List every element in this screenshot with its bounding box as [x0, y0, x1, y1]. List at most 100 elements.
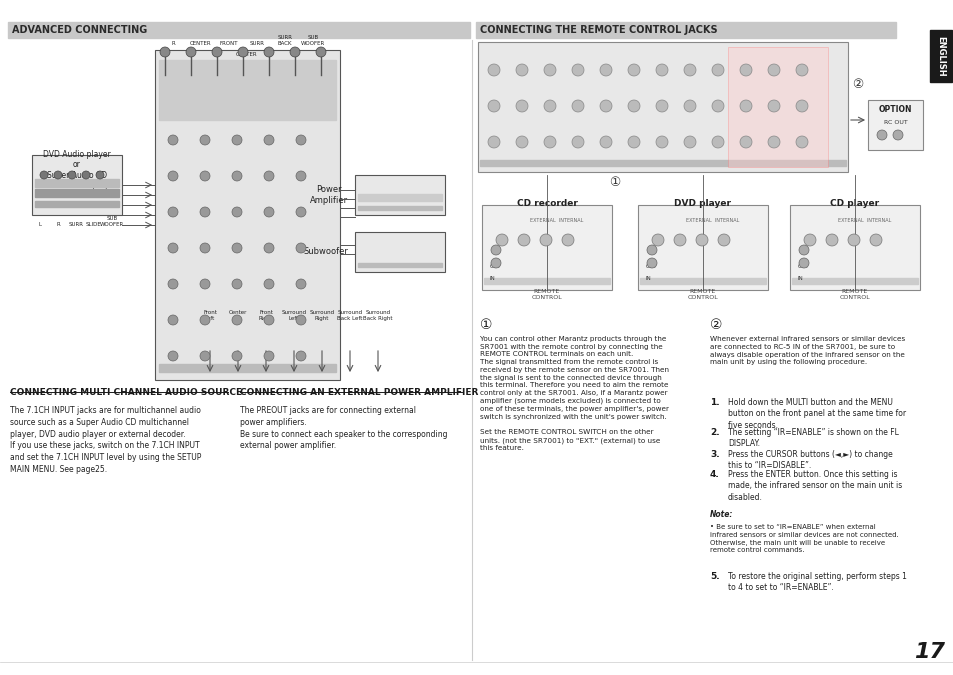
- Bar: [476, 22, 895, 38]
- Circle shape: [295, 243, 306, 253]
- Text: OUT: OUT: [490, 263, 501, 269]
- Text: ENGLISH: ENGLISH: [936, 36, 944, 76]
- Circle shape: [200, 315, 210, 325]
- Text: R: R: [56, 222, 60, 227]
- Circle shape: [491, 245, 500, 255]
- Circle shape: [496, 234, 507, 246]
- Circle shape: [516, 136, 527, 148]
- Circle shape: [68, 171, 76, 179]
- Text: CD recorder: CD recorder: [516, 199, 577, 208]
- Bar: [8, 22, 470, 38]
- Bar: [35, 201, 119, 207]
- Text: RC OUT: RC OUT: [882, 119, 906, 124]
- Text: ②: ②: [709, 318, 721, 332]
- Text: To restore the original setting, perform steps 1
to 4 to set to “IR=ENABLE”.: To restore the original setting, perform…: [727, 572, 906, 593]
- Text: CONNECTING MULTI CHANNEL AUDIO SOURCE: CONNECTING MULTI CHANNEL AUDIO SOURCE: [10, 388, 242, 397]
- Text: ADVANCED CONNECTING: ADVANCED CONNECTING: [12, 25, 147, 35]
- Circle shape: [599, 100, 612, 112]
- Circle shape: [767, 64, 780, 76]
- Circle shape: [237, 47, 248, 57]
- Text: CONNECTING AN EXTERNAL POWER AMPLIFIER: CONNECTING AN EXTERNAL POWER AMPLIFIER: [240, 388, 477, 397]
- Bar: [867, 100, 923, 150]
- Circle shape: [212, 47, 222, 57]
- Circle shape: [264, 47, 274, 57]
- Bar: [357, 194, 441, 201]
- Text: FRONT: FRONT: [219, 41, 238, 46]
- Circle shape: [264, 135, 274, 145]
- Text: REMOTE
CONTROL: REMOTE CONTROL: [531, 289, 561, 300]
- Circle shape: [488, 136, 499, 148]
- Circle shape: [264, 243, 274, 253]
- Circle shape: [160, 47, 170, 57]
- Text: SURR: SURR: [69, 222, 84, 227]
- Circle shape: [82, 171, 90, 179]
- Text: • Be sure to set to “IR=ENABLE” when external
infrared sensors or similar device: • Be sure to set to “IR=ENABLE” when ext…: [709, 524, 898, 554]
- Circle shape: [232, 135, 242, 145]
- Text: DVD Audio player
or
Super Audio CD
Multi channel player: DVD Audio player or Super Audio CD Multi…: [38, 150, 116, 190]
- Text: CENTER: CENTER: [190, 41, 212, 46]
- Text: CD player: CD player: [829, 199, 879, 208]
- Circle shape: [876, 130, 886, 140]
- Text: CONNECTING THE REMOTE CONTROL JACKS: CONNECTING THE REMOTE CONTROL JACKS: [479, 25, 717, 35]
- Text: DVD player: DVD player: [674, 199, 731, 208]
- Circle shape: [651, 234, 663, 246]
- Text: Note:: Note:: [709, 510, 733, 519]
- Text: ①: ①: [479, 318, 492, 332]
- Bar: [727, 47, 827, 167]
- Text: REMOTE
CONTROL: REMOTE CONTROL: [839, 289, 869, 300]
- Bar: [357, 206, 441, 210]
- Text: SURR: SURR: [250, 41, 264, 46]
- Bar: [35, 179, 119, 187]
- Circle shape: [656, 64, 667, 76]
- Circle shape: [696, 234, 707, 246]
- Circle shape: [795, 100, 807, 112]
- Bar: [159, 364, 335, 372]
- Circle shape: [168, 279, 178, 289]
- Circle shape: [516, 100, 527, 112]
- Circle shape: [290, 47, 299, 57]
- Circle shape: [200, 243, 210, 253]
- Text: Center: Center: [229, 310, 247, 315]
- Circle shape: [40, 171, 48, 179]
- Circle shape: [767, 100, 780, 112]
- Bar: [638, 205, 767, 290]
- Circle shape: [646, 258, 657, 268]
- Circle shape: [572, 100, 583, 112]
- Bar: [32, 155, 122, 215]
- Text: Power
Amplifier: Power Amplifier: [310, 186, 348, 205]
- Text: Hold down the MULTI button and the MENU
button on the front panel at the same ti: Hold down the MULTI button and the MENU …: [727, 398, 905, 430]
- Text: Press the ENTER button. Once this setting is
made, the infrared sensor on the ma: Press the ENTER button. Once this settin…: [727, 470, 902, 502]
- Circle shape: [295, 135, 306, 145]
- Bar: [929, 30, 951, 82]
- Bar: [355, 175, 444, 215]
- Circle shape: [264, 351, 274, 361]
- Circle shape: [683, 136, 696, 148]
- Circle shape: [543, 100, 556, 112]
- Bar: [639, 278, 765, 284]
- Text: L: L: [38, 222, 42, 227]
- Circle shape: [572, 136, 583, 148]
- Text: OUT: OUT: [645, 263, 657, 269]
- Text: SLIDE: SLIDE: [86, 222, 102, 227]
- Circle shape: [232, 171, 242, 181]
- Circle shape: [627, 100, 639, 112]
- Text: Surround
Left: Surround Left: [281, 310, 306, 321]
- Circle shape: [767, 136, 780, 148]
- Bar: [35, 189, 119, 197]
- Text: IN: IN: [797, 275, 803, 281]
- Circle shape: [488, 64, 499, 76]
- Text: Surround
Right: Surround Right: [309, 310, 335, 321]
- Circle shape: [168, 171, 178, 181]
- Circle shape: [599, 64, 612, 76]
- Circle shape: [264, 315, 274, 325]
- Text: SURR
BACK: SURR BACK: [277, 35, 293, 46]
- Bar: [477, 42, 847, 172]
- Circle shape: [168, 315, 178, 325]
- Circle shape: [599, 136, 612, 148]
- Circle shape: [200, 351, 210, 361]
- Circle shape: [683, 100, 696, 112]
- Circle shape: [711, 64, 723, 76]
- Circle shape: [892, 130, 902, 140]
- Circle shape: [295, 351, 306, 361]
- Text: REMOTE
CONTROL: REMOTE CONTROL: [687, 289, 718, 300]
